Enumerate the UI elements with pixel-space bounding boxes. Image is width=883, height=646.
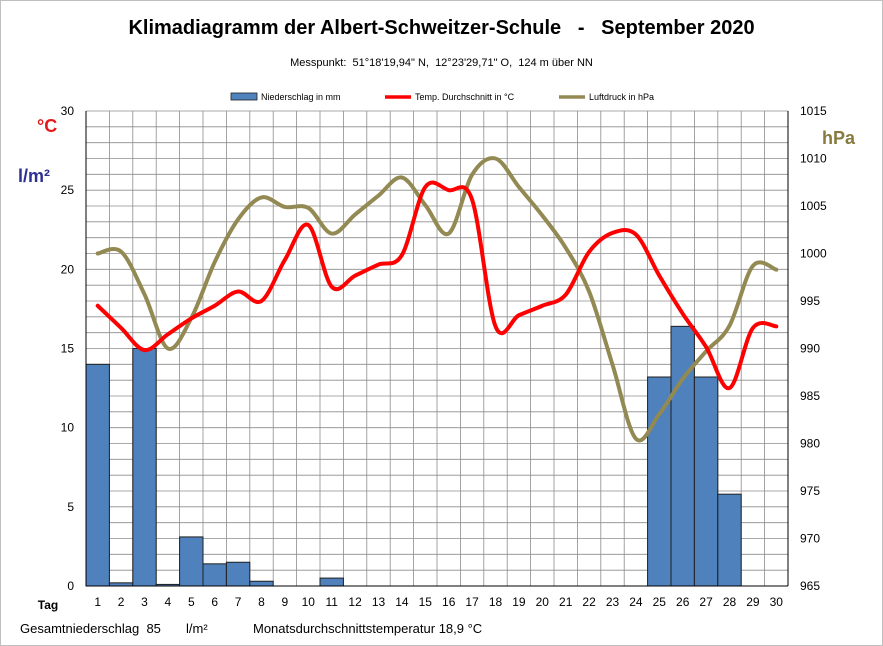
x-tick-label: 19 [512,595,526,609]
precip-bar [225,561,251,587]
x-tick-label: 22 [582,595,596,609]
x-tick-label: 13 [372,595,386,609]
x-tick-label: 14 [395,595,409,609]
y-right-tick-label: 990 [800,342,820,356]
precip-bar [319,577,344,587]
chart-title: Klimadiagramm der Albert-Schweitzer-Schu… [128,17,755,39]
x-tick-label: 1 [94,595,101,609]
total-precip-text: Gesamtniederschlag 85 [20,621,161,636]
precip-bar [670,325,695,587]
x-tick-label: 9 [282,595,289,609]
precip-bar [132,348,157,587]
x-tick-label: 8 [258,595,265,609]
x-tick-label: 2 [118,595,125,609]
x-tick-label: 25 [653,595,667,609]
total-precip-unit: l/m² [186,621,208,636]
chart-subtitle: Messpunkt: 51°18'19,94" N, 12°23'29,71" … [290,57,593,69]
precip-bar [717,493,742,587]
precip-bar [202,563,227,587]
legend-label: Niederschlag in mm [261,92,341,102]
x-tick-label: 17 [465,595,479,609]
pressure-unit-label: hPa [822,128,856,148]
y-right-tick-label: 995 [800,294,820,308]
x-tick-label: 28 [723,595,737,609]
x-tick-label: 24 [629,595,643,609]
x-tick-label: 15 [419,595,433,609]
legend-label: Luftdruck in hPa [589,92,654,102]
y-left-tick-label: 30 [61,104,75,118]
x-tick-label: 7 [235,595,242,609]
precip-bar [85,363,110,587]
y-right-tick-label: 1005 [800,199,827,213]
x-tick-label: 3 [141,595,148,609]
legend: Niederschlag in mm Temp. Durchschnitt in … [230,92,654,102]
y-right-tick-label: 985 [800,389,820,403]
y-right-tick-label: 1010 [800,152,827,166]
x-tick-label: 23 [606,595,620,609]
precip-bar [693,376,719,587]
x-tick-label: 11 [325,595,338,609]
x-tick-label: 20 [536,595,550,609]
x-tick-label: 4 [165,595,172,609]
x-tick-label: 30 [770,595,784,609]
x-tick-label: 5 [188,595,195,609]
x-tick-label: 26 [676,595,690,609]
y-left-tick-label: 15 [61,342,75,356]
pressure-line [95,156,779,443]
precip-unit-label: l/m² [18,166,51,186]
x-axis-label: Tag [38,598,58,612]
y-right-tick-label: 1000 [800,247,827,261]
y-right-tick-label: 980 [800,437,820,451]
y-right-tick-label: 1015 [800,104,827,118]
precip-bar [647,376,672,587]
y-right-tick-label: 975 [800,484,820,498]
temperature-line [95,180,779,391]
y-left-tick-label: 0 [67,579,74,593]
y-left-tick-label: 10 [61,421,75,435]
x-tick-label: 18 [489,595,503,609]
y-left-tick-label: 5 [67,500,74,514]
legend-swatch-precip [230,92,258,101]
x-tick-label: 16 [442,595,456,609]
axes: 0510152025309659709759809859909951000100… [61,104,827,609]
x-tick-label: 21 [559,595,573,609]
precip-bars [85,325,742,587]
x-tick-label: 27 [699,595,713,609]
y-right-tick-label: 965 [800,579,820,593]
series-lines [95,156,779,443]
precip-bar [249,580,274,587]
x-tick-label: 29 [746,595,760,609]
x-tick-label: 10 [302,595,316,609]
precip-bar [179,536,204,587]
y-left-tick-label: 25 [61,183,75,197]
y-right-tick-label: 970 [800,532,820,546]
x-tick-label: 12 [348,595,362,609]
x-tick-label: 6 [211,595,218,609]
legend-label: Temp. Durchschnitt in °C [415,92,515,102]
celsius-unit-label: °C [37,116,58,136]
y-left-tick-label: 20 [61,262,75,276]
avg-temp-text: Monatsdurchschnittstemperatur 18,9 °C [253,621,483,636]
